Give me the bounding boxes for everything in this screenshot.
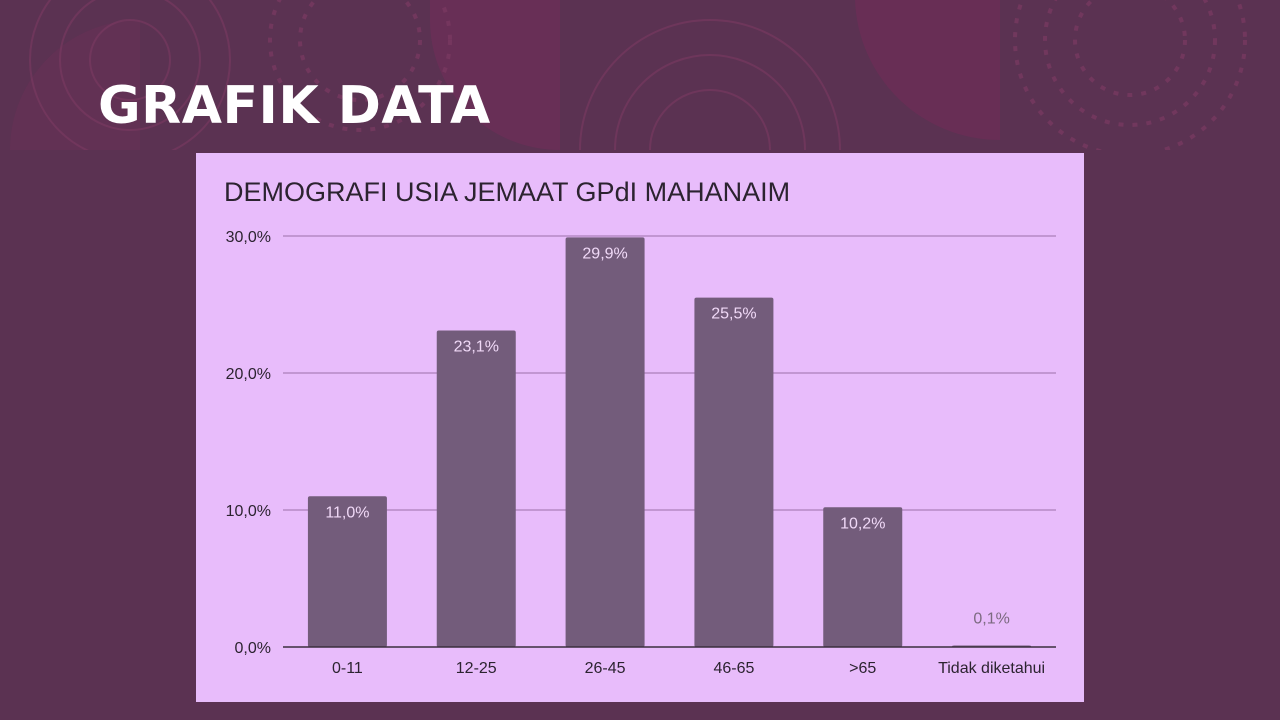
data-label: 11,0% <box>325 504 369 521</box>
x-tick-label: >65 <box>849 660 876 677</box>
y-tick-label: 20,0% <box>226 366 271 383</box>
bar <box>565 237 645 647</box>
x-tick-label: 46-65 <box>713 660 754 677</box>
data-label: 10,2% <box>840 515 885 532</box>
x-tick-label: 0-11 <box>332 660 363 677</box>
y-tick-label: 0,0% <box>235 640 271 657</box>
data-label: 0,1% <box>973 611 1009 628</box>
bar-chart: 0,0% 10,0% 20,0% 30,0% 11,0% 0-11 23,1% 12-25 29… <box>226 229 1056 677</box>
data-label: 25,5% <box>711 306 756 323</box>
y-tick-label: 30,0% <box>226 229 271 246</box>
bar <box>307 496 387 647</box>
bar <box>436 330 516 647</box>
chart-card: DEMOGRAFI USIA JEMAAT GPdI MAHANAIM 0,0%… <box>196 153 1084 702</box>
bar <box>694 297 774 647</box>
decorative-header-pattern <box>10 0 1247 150</box>
x-tick-label: Tidak diketahui <box>938 660 1045 677</box>
data-label: 23,1% <box>454 339 499 356</box>
chart-title: DEMOGRAFI USIA JEMAAT GPdI MAHANAIM <box>224 177 791 207</box>
x-tick-label: 26-45 <box>585 660 626 677</box>
y-tick-label: 10,0% <box>226 503 271 520</box>
x-tick-label: 12-25 <box>456 660 497 677</box>
bar <box>823 507 903 647</box>
data-label: 29,9% <box>582 245 627 262</box>
slide-title: GRAFIK DATA <box>98 76 491 136</box>
